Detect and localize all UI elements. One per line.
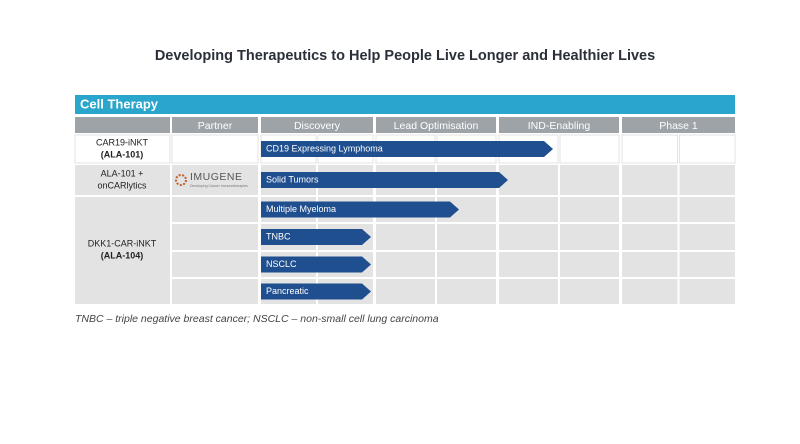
progress-arrow: [261, 201, 459, 218]
partner-logo: [175, 174, 187, 186]
section-title: Cell Therapy: [80, 96, 159, 111]
header-cell: [499, 117, 619, 133]
stage-cell: [499, 252, 558, 277]
stage-cell: [560, 165, 619, 195]
partner-name: IMUGENE: [190, 171, 243, 183]
title: Developing Therapeutics to Help People L…: [155, 48, 655, 64]
footnote: TNBC – triple negative breast cancer; NS…: [75, 313, 439, 325]
indication-label: NSCLC: [266, 259, 297, 269]
stage-cell: [376, 279, 435, 304]
program-cell: [75, 197, 170, 304]
stage-cell: [499, 279, 558, 304]
indication-label: Pancreatic: [266, 286, 309, 296]
indication-label: TNBC: [266, 231, 291, 241]
section-bar: [75, 95, 735, 114]
stage-cell: [499, 165, 558, 195]
program-label: DKK1-CAR-iNKT: [88, 238, 157, 248]
progress-arrow: [261, 229, 371, 245]
program-label: onCARlytics: [97, 180, 147, 190]
header-cell: [622, 117, 735, 133]
stage-cell: [622, 224, 678, 250]
stage-cell: [622, 197, 678, 222]
stage-cell: [679, 224, 735, 250]
column-header: Phase 1: [659, 120, 698, 132]
stage-cell: [622, 279, 678, 304]
stage-cell: [622, 252, 678, 277]
stage-cell: [499, 224, 558, 250]
stage-cell: [437, 252, 496, 277]
partner-cell: [172, 224, 258, 250]
stage-cell: [499, 197, 558, 222]
header-cell: [75, 117, 170, 133]
program-label: ALA-101 +: [101, 168, 144, 178]
stage-cell: [437, 224, 496, 250]
stage-cell: [560, 279, 619, 304]
stage-cell: [679, 252, 735, 277]
stage-cell: [679, 279, 735, 304]
header-cell: [172, 117, 258, 133]
partner-tagline: Developing Cancer Immunotherapies: [190, 184, 248, 188]
indication-label: CD19 Expressing Lymphoma: [266, 143, 383, 153]
program-label: (ALA-104): [101, 250, 144, 260]
partner-cell: [171, 134, 259, 164]
header-cell: [376, 117, 496, 133]
stage-cell: [559, 134, 620, 164]
stage-cell: [376, 224, 435, 250]
stage-cell: [437, 279, 496, 304]
column-header: Lead Optimisation: [394, 120, 479, 132]
program-cell: [74, 134, 171, 164]
stage-cell: [376, 252, 435, 277]
stage-cell: [621, 134, 678, 164]
stage-cell: [679, 197, 735, 222]
program-label: (ALA-101): [101, 149, 144, 159]
stage-cell: [560, 197, 619, 222]
column-header: IND-Enabling: [528, 120, 591, 132]
indication-label: Solid Tumors: [266, 174, 319, 184]
indication-label: Multiple Myeloma: [266, 204, 336, 214]
header-cell: [261, 117, 373, 133]
progress-arrow: [261, 172, 508, 188]
progress-arrow: [261, 283, 371, 300]
column-header: Discovery: [294, 120, 341, 132]
partner-cell: [172, 197, 258, 222]
stage-cell: [679, 165, 735, 195]
partner-cell: [172, 252, 258, 277]
progress-arrow: [261, 141, 553, 157]
stage-cell: [560, 224, 619, 250]
program-label: CAR19-iNKT: [96, 137, 149, 147]
partner-cell: [172, 279, 258, 304]
progress-arrow: [261, 256, 371, 273]
column-header: Partner: [198, 120, 233, 132]
stage-cell: [679, 134, 736, 164]
program-cell: [75, 165, 170, 195]
stage-cell: [622, 165, 678, 195]
stage-cell: [560, 252, 619, 277]
